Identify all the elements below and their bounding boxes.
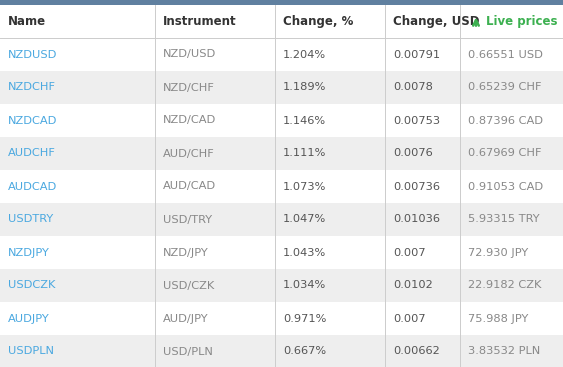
Text: Name: Name (8, 15, 46, 28)
Text: 0.0076: 0.0076 (393, 149, 433, 159)
Text: 0.65239 CHF: 0.65239 CHF (468, 83, 542, 92)
Bar (0, 71, 563, 104)
Text: 0.667%: 0.667% (283, 346, 326, 356)
Text: USDPLN: USDPLN (8, 346, 54, 356)
Text: NZDCAD: NZDCAD (8, 116, 57, 126)
Text: 0.971%: 0.971% (283, 313, 327, 323)
Text: 0.00791: 0.00791 (393, 50, 440, 59)
Text: 0.00753: 0.00753 (393, 116, 440, 126)
Text: Change, %: Change, % (283, 15, 354, 28)
Text: USD/CZK: USD/CZK (163, 280, 215, 291)
Text: 75.988 JPY: 75.988 JPY (468, 313, 528, 323)
Text: AUD/CHF: AUD/CHF (163, 149, 215, 159)
Bar (0, 203, 563, 236)
Text: Instrument: Instrument (163, 15, 236, 28)
Text: 72.930 JPY: 72.930 JPY (468, 247, 528, 258)
Text: 0.67969 CHF: 0.67969 CHF (468, 149, 542, 159)
Text: 1.043%: 1.043% (283, 247, 326, 258)
Text: 0.91053 CAD: 0.91053 CAD (468, 182, 543, 192)
Text: Change, USD: Change, USD (393, 15, 480, 28)
Bar (0, 236, 563, 269)
Text: AUDCHF: AUDCHF (8, 149, 56, 159)
Text: 1.047%: 1.047% (283, 214, 326, 225)
Bar (0, 38, 563, 71)
Text: AUD/JPY: AUD/JPY (163, 313, 209, 323)
Text: NZD/CHF: NZD/CHF (163, 83, 215, 92)
Text: 1.204%: 1.204% (283, 50, 326, 59)
Text: 0.66551 USD: 0.66551 USD (468, 50, 543, 59)
Bar (0, 269, 563, 302)
Text: USDCZK: USDCZK (8, 280, 55, 291)
Text: AUDCAD: AUDCAD (8, 182, 57, 192)
Text: 0.0078: 0.0078 (393, 83, 433, 92)
Text: 0.007: 0.007 (393, 247, 426, 258)
Bar (0, 5, 563, 38)
Bar (0, 335, 563, 367)
Bar (0, 137, 563, 170)
Text: AUDJPY: AUDJPY (8, 313, 50, 323)
Text: USDTRY: USDTRY (8, 214, 53, 225)
Bar (0, 302, 563, 335)
Text: 0.87396 CAD: 0.87396 CAD (468, 116, 543, 126)
Text: NZDUSD: NZDUSD (8, 50, 57, 59)
Text: 1.073%: 1.073% (283, 182, 327, 192)
Text: 22.9182 CZK: 22.9182 CZK (468, 280, 542, 291)
Text: NZDCHF: NZDCHF (8, 83, 56, 92)
Text: 0.01036: 0.01036 (393, 214, 440, 225)
Bar (0, 170, 563, 203)
Text: NZD/CAD: NZD/CAD (163, 116, 216, 126)
Text: USD/TRY: USD/TRY (163, 214, 212, 225)
Text: 1.034%: 1.034% (283, 280, 326, 291)
Text: NZDJPY: NZDJPY (8, 247, 50, 258)
Text: NZD/JPY: NZD/JPY (163, 247, 209, 258)
Text: AUD/CAD: AUD/CAD (163, 182, 216, 192)
Text: 3.83532 PLN: 3.83532 PLN (468, 346, 540, 356)
Text: 1.111%: 1.111% (283, 149, 327, 159)
Text: NZD/USD: NZD/USD (163, 50, 216, 59)
Text: 0.00736: 0.00736 (393, 182, 440, 192)
Text: Live prices: Live prices (486, 15, 557, 28)
Text: 5.93315 TRY: 5.93315 TRY (468, 214, 539, 225)
Text: USD/PLN: USD/PLN (163, 346, 213, 356)
Bar (0, 104, 563, 137)
Text: 0.007: 0.007 (393, 313, 426, 323)
Bar (0, 0, 563, 5)
Text: 0.0102: 0.0102 (393, 280, 433, 291)
Text: 0.00662: 0.00662 (393, 346, 440, 356)
Text: 1.189%: 1.189% (283, 83, 327, 92)
Text: 1.146%: 1.146% (283, 116, 326, 126)
